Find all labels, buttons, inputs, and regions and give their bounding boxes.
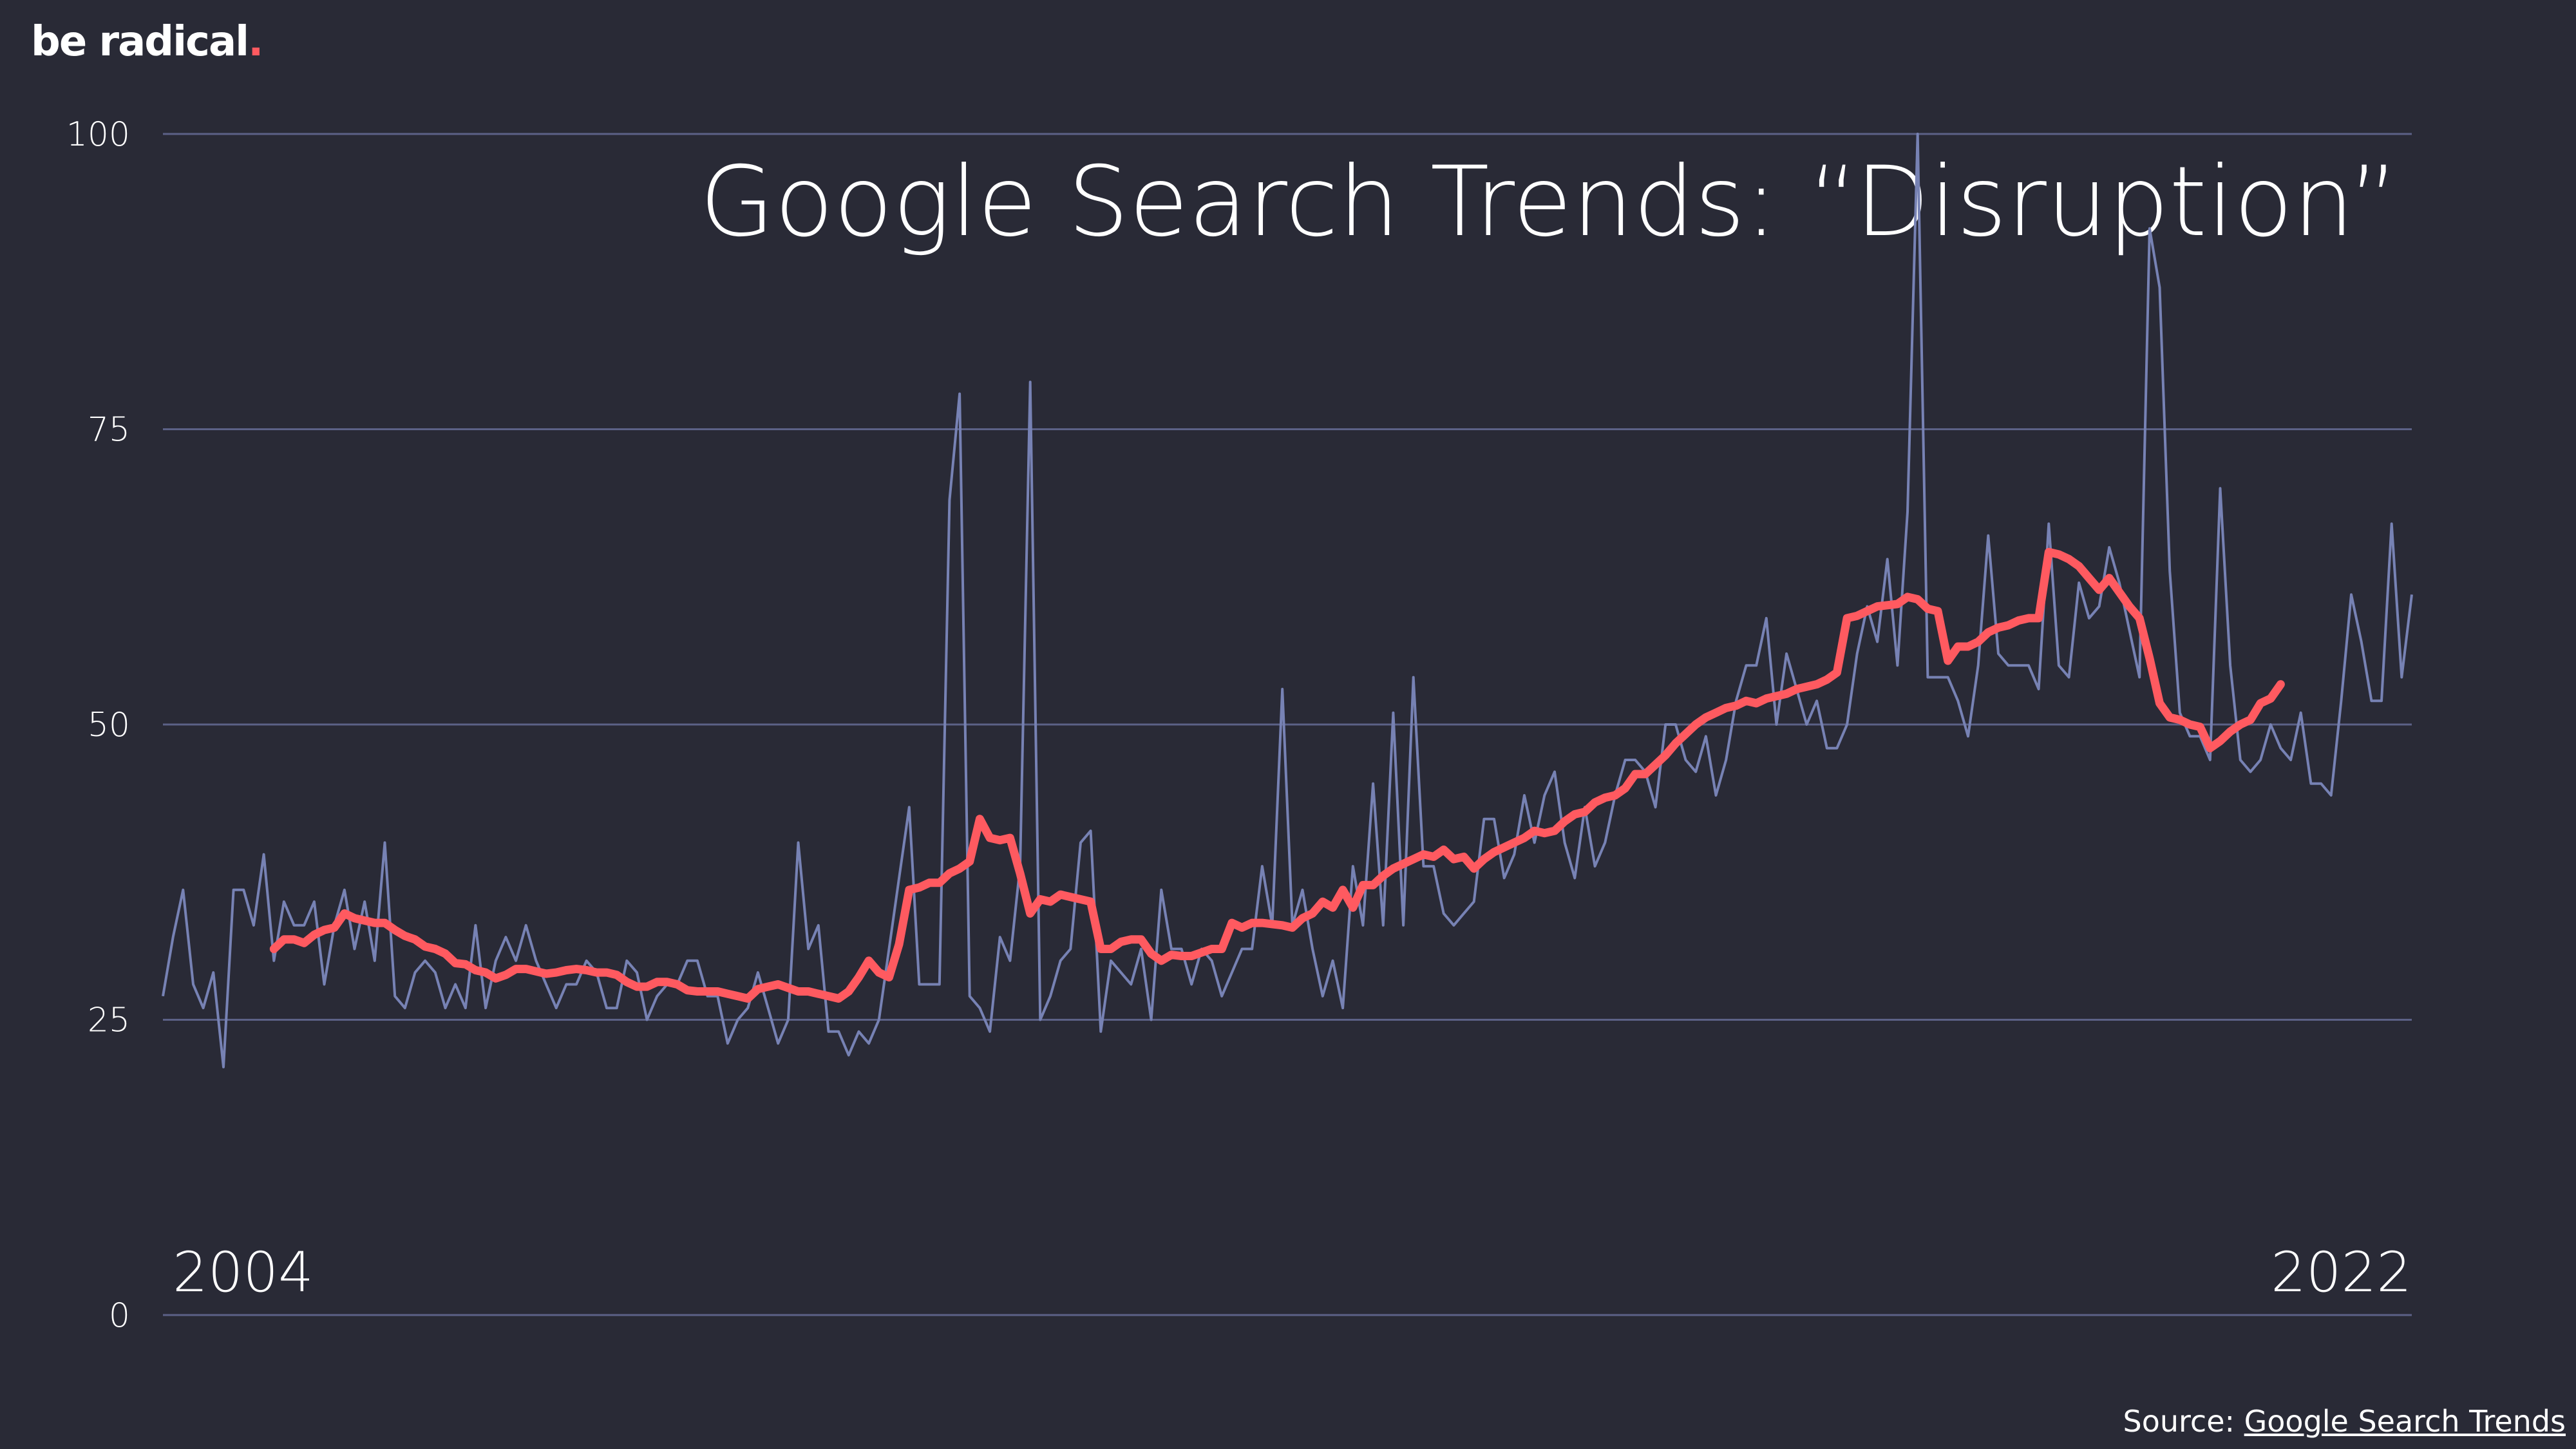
source-note: Source: Google Search Trends [2123, 1404, 2566, 1439]
grid-layer [163, 133, 2412, 1316]
brand-logo-text: be radical [31, 18, 249, 66]
y-tick-labels: 0 25 50 75 100 [66, 115, 130, 1335]
brand-logo: be radical. [31, 18, 263, 66]
y-tick-label-50: 50 [88, 706, 130, 744]
source-prefix: Source: [2123, 1404, 2244, 1439]
series-layer [162, 133, 2413, 1068]
x-start-label: 2004 [173, 1240, 314, 1305]
series-line-monthly [162, 133, 2413, 1068]
x-end-label: 2022 [2271, 1240, 2412, 1305]
series-line-trend [269, 547, 2285, 1003]
y-tick-label-25: 25 [88, 1001, 130, 1040]
source-link[interactable]: Google Search Trends [2244, 1404, 2566, 1439]
y-tick-label-75: 75 [88, 411, 130, 450]
brand-logo-dot: . [248, 18, 263, 66]
y-tick-label-0: 0 [109, 1296, 130, 1335]
chart-title: Google Search Trends: “Disruption” [699, 146, 2399, 258]
y-tick-label-100: 100 [66, 115, 130, 154]
